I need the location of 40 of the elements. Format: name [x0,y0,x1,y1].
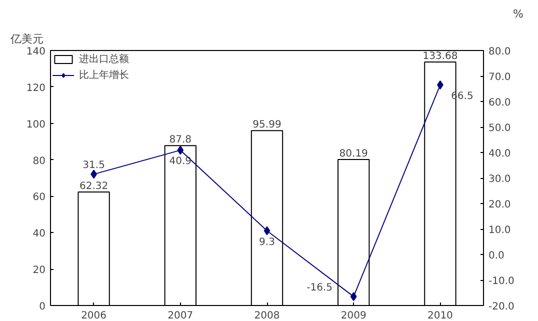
y-tick-label: 80 [32,156,46,167]
legend-label: 进出口总额 [79,52,129,66]
data-label: 80.19 [339,148,368,160]
y2-tick-label: 30.0 [488,174,511,185]
y-tick-label: 0 [39,302,46,312]
data-label: 95.99 [252,120,282,131]
y-tick-label: 140 [26,46,46,58]
legend-label: 比上年增长 [79,68,129,82]
y-axis-title: 亿美元 [10,32,44,46]
y2-tick-label: 50.0 [488,123,511,134]
data-label: 62.32 [79,180,108,192]
y2-tick-label: -20.0 [488,302,514,312]
x-tick-label: 2009 [340,310,366,321]
y2-axis-title: % [513,8,524,20]
y2-tick-label: 20.0 [488,200,511,210]
point [350,292,357,302]
y2-tick-label: 70.0 [488,72,511,83]
x-tick-label: 2010 [427,310,453,321]
y-tick-label: 100 [26,119,46,130]
data-label: 9.3 [259,236,275,248]
y-tick-label: 60 [32,192,46,204]
y2-tick-label: 40.0 [488,148,511,160]
x-tick-label: 2007 [168,310,194,321]
x-tick-label: 2006 [81,310,107,321]
y2-tick-label: -10.0 [488,276,514,287]
y-tick-label: 40 [32,228,46,240]
y2-tick-label: 0.0 [488,250,504,262]
y2-tick-label: 60.0 [488,98,511,108]
y-tick-label: 120 [26,82,46,94]
y2-tick-label: 80.0 [488,46,511,58]
y-tick-label: 20 [32,265,46,276]
point [264,226,270,236]
x-tick-label: 2008 [254,310,280,321]
point [177,146,184,155]
data-label: 87.8 [169,134,192,146]
data-label: -16.5 [306,282,333,294]
data-label: 133.68 [422,51,458,62]
y2-tick-label: 10.0 [488,225,511,236]
data-label: 31.5 [82,160,105,172]
data-label: 40.9 [169,156,192,168]
